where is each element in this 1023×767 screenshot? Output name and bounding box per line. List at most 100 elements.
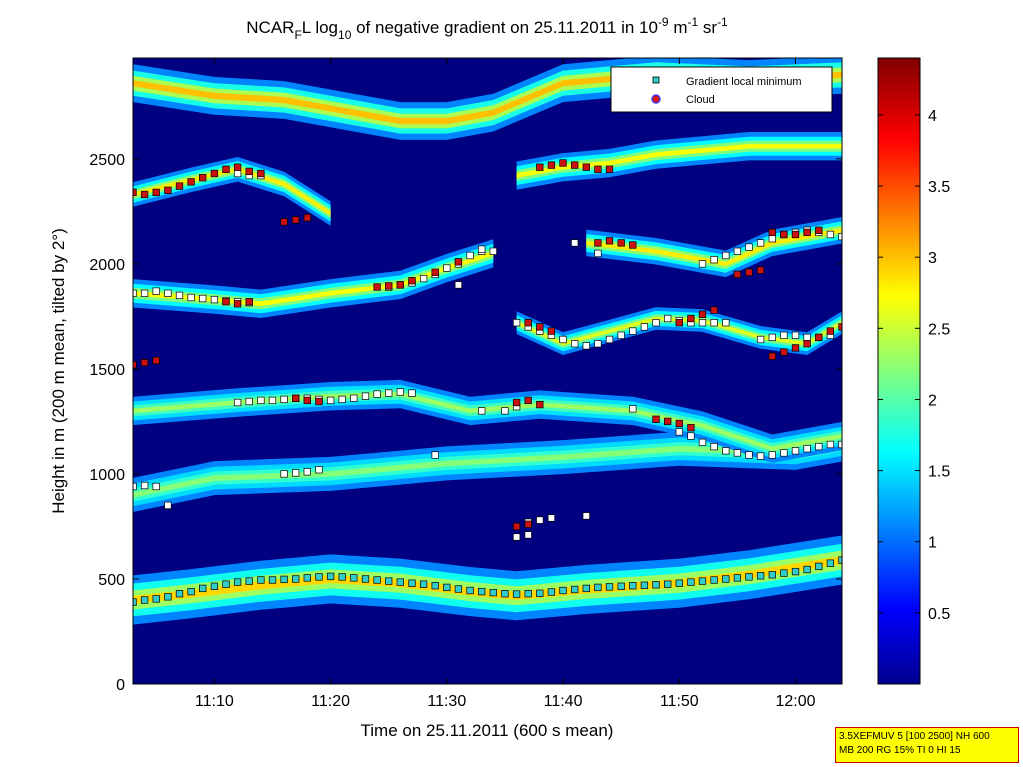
other-minimum-marker bbox=[408, 389, 416, 397]
cloud-marker bbox=[152, 356, 160, 365]
heat-band bbox=[586, 217, 842, 278]
cloud-marker bbox=[431, 268, 439, 276]
gradient-minimum-marker bbox=[547, 588, 556, 596]
cloud-marker bbox=[536, 400, 544, 409]
other-minimum-marker bbox=[745, 451, 753, 459]
other-minimum-marker bbox=[838, 440, 842, 449]
cloud-marker bbox=[292, 394, 300, 402]
other-minimum-marker bbox=[617, 331, 625, 339]
gradient-minimum-marker bbox=[536, 589, 544, 597]
title-sup-m: -1 bbox=[688, 15, 699, 29]
y-tick-label: 1500 bbox=[89, 362, 125, 379]
other-minimum-marker bbox=[280, 470, 288, 478]
other-minimum-marker bbox=[571, 340, 579, 348]
gradient-minimum-marker bbox=[164, 593, 172, 601]
gradient-minimum-marker bbox=[815, 562, 823, 571]
heat-layer-layer-2400 bbox=[133, 157, 331, 226]
other-minimum-marker bbox=[605, 335, 614, 344]
gradient-minimum-marker bbox=[698, 577, 707, 585]
other-minimum-marker bbox=[675, 428, 683, 436]
cloud-marker bbox=[292, 216, 300, 224]
other-minimum-marker bbox=[582, 342, 590, 350]
title-sub-f: F bbox=[294, 28, 301, 42]
cloud-marker bbox=[687, 314, 695, 323]
gradient-minimum-marker bbox=[687, 578, 695, 586]
gradient-minimum-marker bbox=[478, 587, 486, 596]
colorbar-tick-label: 0.5 bbox=[928, 606, 950, 623]
other-minimum-marker bbox=[780, 331, 788, 339]
other-minimum-marker bbox=[501, 407, 509, 415]
x-axis-label: Time on 25.11.2011 (600 s mean) bbox=[361, 721, 614, 740]
heat-band bbox=[133, 161, 331, 222]
cloud-marker bbox=[222, 298, 230, 306]
cloud-marker bbox=[280, 218, 288, 226]
chart-title: NCARFL log10 of negative gradient on 25.… bbox=[246, 15, 728, 42]
other-minimum-marker bbox=[733, 449, 742, 457]
cloud-marker bbox=[524, 520, 532, 528]
other-minimum-marker bbox=[478, 407, 486, 415]
other-minimum-marker bbox=[315, 466, 323, 474]
gradient-minimum-marker bbox=[675, 579, 683, 587]
other-minimum-marker bbox=[629, 405, 637, 413]
cloud-marker bbox=[791, 344, 800, 352]
gradient-minimum-marker bbox=[826, 559, 835, 567]
other-minimum-marker bbox=[140, 289, 149, 297]
other-minimum-marker bbox=[698, 319, 707, 327]
cloud-marker bbox=[140, 190, 149, 199]
cloud-marker bbox=[582, 163, 590, 171]
cloud-marker bbox=[140, 358, 149, 367]
other-minimum-marker bbox=[547, 514, 556, 522]
gradient-minimum-marker bbox=[152, 595, 160, 603]
cloud-marker bbox=[675, 319, 683, 327]
x-tick-label: 11:30 bbox=[427, 693, 466, 710]
other-minimum-marker bbox=[756, 452, 765, 460]
other-minimum-marker bbox=[454, 281, 463, 289]
cloud-marker bbox=[756, 266, 765, 274]
cloud-marker bbox=[373, 283, 381, 291]
colorbar-tick-label: 2.5 bbox=[928, 321, 950, 338]
legend-cloud-label: Cloud bbox=[686, 94, 715, 106]
other-minimum-marker bbox=[803, 445, 811, 453]
title-sup-exp: -9 bbox=[658, 15, 669, 29]
gradient-minimum-marker bbox=[664, 580, 672, 588]
cloud-marker bbox=[257, 169, 265, 178]
heat-band bbox=[133, 543, 842, 617]
other-minimum-marker bbox=[536, 516, 544, 524]
gradient-minimum-marker bbox=[571, 585, 579, 594]
gradient-minimum-marker bbox=[733, 574, 742, 582]
other-minimum-marker bbox=[489, 247, 497, 255]
cloud-marker bbox=[210, 169, 219, 178]
other-minimum-marker bbox=[710, 256, 718, 264]
other-minimum-marker bbox=[187, 293, 195, 302]
gradient-minimum-marker bbox=[338, 573, 346, 581]
y-tick-label: 2000 bbox=[89, 257, 125, 274]
gradient-minimum-marker bbox=[210, 582, 219, 590]
cloud-marker bbox=[780, 230, 788, 239]
cloud-marker bbox=[233, 163, 242, 171]
gradient-minimum-marker bbox=[408, 579, 416, 587]
other-minimum-markers bbox=[133, 169, 842, 541]
other-minimum-marker bbox=[140, 481, 149, 490]
cloud-marker bbox=[512, 522, 521, 531]
cloud-marker bbox=[652, 415, 660, 423]
cloud-marker bbox=[536, 323, 544, 331]
cloud-marker bbox=[594, 239, 602, 247]
other-minimum-marker bbox=[722, 251, 730, 260]
colorbar-tick-label: 3.5 bbox=[928, 179, 950, 196]
cloud-marker bbox=[547, 327, 556, 335]
gradient-minimum-marker bbox=[222, 580, 230, 588]
heat-layer-layer-2450 bbox=[516, 132, 842, 190]
other-minimum-marker bbox=[768, 333, 776, 342]
other-minimum-marker bbox=[722, 319, 730, 327]
other-minimum-marker bbox=[133, 482, 137, 491]
cloud-marker bbox=[745, 268, 753, 276]
other-minimum-marker bbox=[245, 397, 253, 406]
gradient-minimum-marker bbox=[199, 584, 207, 593]
cloud-marker bbox=[175, 182, 184, 190]
other-minimum-marker bbox=[582, 512, 590, 520]
gradient-minimum-marker bbox=[710, 576, 718, 584]
gradient-minimum-marker bbox=[524, 590, 532, 598]
other-minimum-marker bbox=[768, 451, 776, 459]
other-minimum-marker bbox=[443, 264, 451, 272]
cloud-marker bbox=[222, 165, 230, 173]
